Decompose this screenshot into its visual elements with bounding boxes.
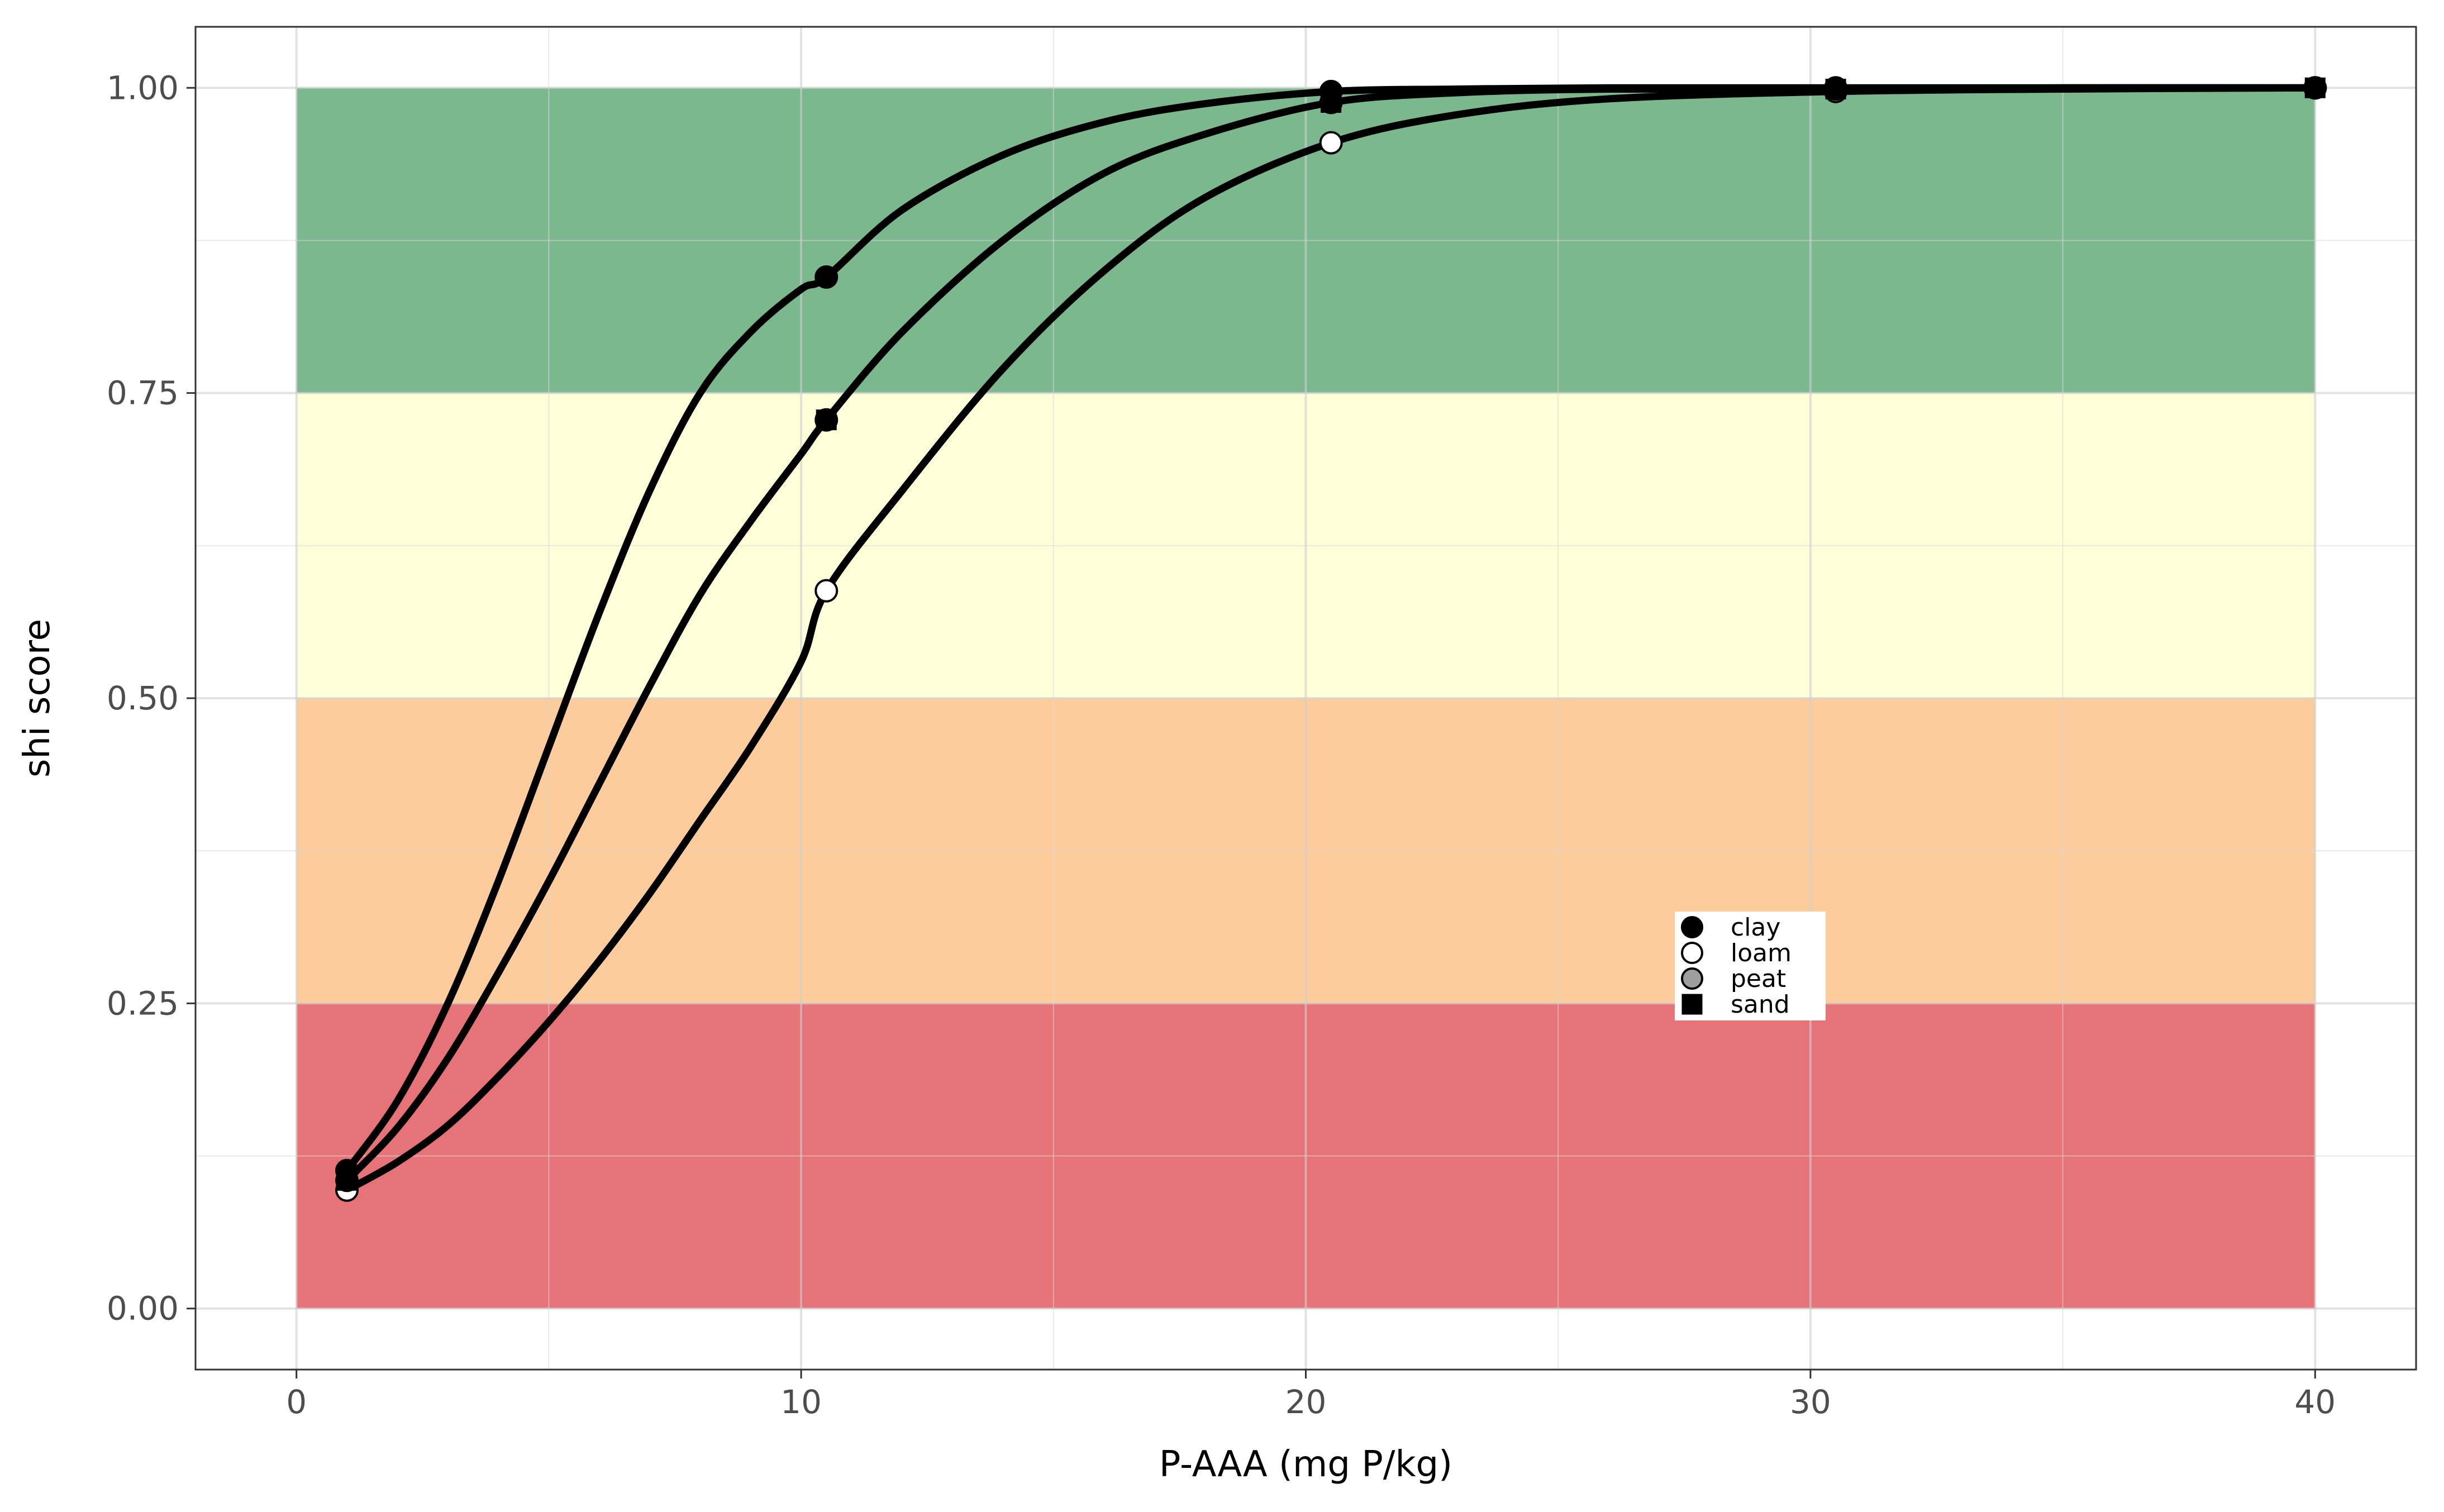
y-tick-label: 0.25 — [107, 984, 179, 1022]
point-sand — [2304, 77, 2326, 98]
legend-label-clay: clay — [1731, 913, 1780, 942]
point-sand — [1321, 92, 1342, 113]
fit-curves — [343, 84, 2319, 1194]
legend-marker-loam — [1681, 942, 1703, 964]
point-sand — [1825, 78, 1846, 99]
x-tick-label: 0 — [286, 1383, 307, 1421]
legend-marker-sand — [1681, 994, 1703, 1015]
x-tick-label: 20 — [1285, 1383, 1327, 1421]
fit-curve-2 — [343, 84, 2319, 1194]
y-axis: 0.00 0.25 0.50 0.75 1.00 — [107, 69, 196, 1328]
x-axis-title: P-AAA (mg P/kg) — [1159, 1444, 1452, 1485]
point-clay — [814, 265, 839, 289]
point-sand — [336, 1170, 358, 1191]
point-sand — [816, 409, 837, 431]
y-tick-label: 0.75 — [107, 374, 179, 412]
legend-label-loam: loam — [1731, 939, 1792, 967]
point-loam — [814, 579, 839, 603]
y-tick-label: 0.50 — [107, 679, 179, 717]
legend-label-sand: sand — [1731, 990, 1790, 1019]
x-axis: 0 10 20 30 40 — [286, 1370, 2336, 1421]
x-tick-label: 10 — [780, 1383, 822, 1421]
legend-marker-clay — [1681, 916, 1703, 938]
y-axis-title: shi score — [17, 619, 58, 778]
y-tick-label: 1.00 — [107, 69, 179, 107]
x-tick-label: 30 — [1790, 1383, 1831, 1421]
fit-curve-1 — [343, 84, 2319, 1184]
x-tick-label: 40 — [2294, 1383, 2336, 1421]
point-loam — [1319, 131, 1343, 155]
y-tick-label: 0.00 — [107, 1290, 179, 1328]
legend-marker-peat — [1681, 967, 1703, 990]
legend-label-peat: peat — [1731, 965, 1786, 993]
data-points — [335, 76, 2327, 1202]
